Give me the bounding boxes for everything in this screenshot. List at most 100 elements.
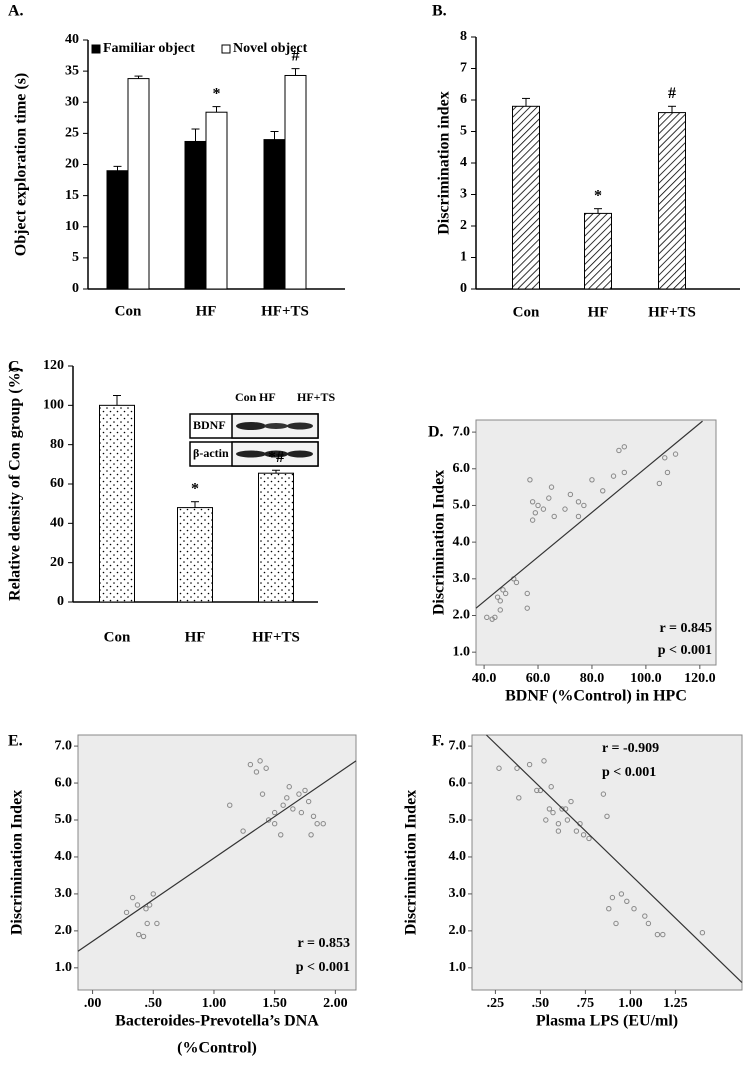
trend-line xyxy=(77,760,357,952)
y-tick-label: 3.0 xyxy=(55,886,73,901)
point xyxy=(559,806,565,812)
point xyxy=(586,835,592,842)
point xyxy=(497,607,503,613)
y-tick-label: 40 xyxy=(65,32,79,47)
legend-label: Novel object xyxy=(233,41,308,56)
point xyxy=(555,820,562,827)
bar xyxy=(284,74,307,290)
bar xyxy=(584,212,612,290)
bar xyxy=(258,472,294,603)
point xyxy=(227,802,233,808)
point xyxy=(609,894,616,901)
y-tick-label: 1 xyxy=(460,250,467,265)
point xyxy=(672,451,679,457)
point xyxy=(573,828,580,834)
point xyxy=(575,499,582,505)
point xyxy=(546,806,553,812)
y-tick-label: 5.0 xyxy=(453,498,471,513)
point xyxy=(305,798,312,805)
x-tick-label: 1.25 xyxy=(663,996,688,1011)
point xyxy=(253,769,260,775)
point xyxy=(604,813,610,820)
point xyxy=(654,931,661,938)
y-tick-label: 3.0 xyxy=(453,571,471,586)
point xyxy=(123,909,130,916)
y-tick-label: 2.0 xyxy=(449,923,467,938)
point xyxy=(621,469,628,476)
y-tick-label: 7.0 xyxy=(449,738,467,753)
point xyxy=(548,484,555,490)
y-tick-label: 15 xyxy=(65,188,79,203)
bar xyxy=(184,140,207,290)
point xyxy=(278,832,284,838)
plot-area xyxy=(475,419,717,666)
point xyxy=(581,502,587,509)
point xyxy=(540,506,547,512)
x-tick-label: 80.0 xyxy=(580,671,605,686)
point xyxy=(284,795,290,801)
x-tick-label: HF+TS xyxy=(648,304,696,320)
point xyxy=(616,447,622,454)
y-tick-label: 1.0 xyxy=(55,960,73,975)
point xyxy=(265,817,272,823)
annotation: p < 0.001 xyxy=(296,960,350,975)
point xyxy=(610,473,617,479)
x-tick-label: Con xyxy=(513,304,540,320)
y-tick-label: 7.0 xyxy=(55,738,73,753)
y-tick-label: 4 xyxy=(460,155,467,170)
panel-label: A. xyxy=(8,3,24,20)
point xyxy=(543,817,549,823)
annotation: r = -0.909 xyxy=(602,741,659,756)
bar xyxy=(99,404,135,603)
x-tick-label: HF xyxy=(185,629,206,645)
y-tick-label: 2.0 xyxy=(453,608,471,623)
x-axis-label: BDNF (%Control) in HPC xyxy=(505,688,687,705)
point xyxy=(645,920,652,927)
point xyxy=(624,898,630,905)
y-tick-label: 0 xyxy=(460,281,467,296)
point xyxy=(496,765,502,771)
annotation: r = 0.845 xyxy=(660,621,712,636)
y-tick-label: 5 xyxy=(460,124,467,139)
plot-area xyxy=(77,734,357,991)
bar xyxy=(658,112,686,290)
point xyxy=(524,605,530,611)
x-tick-label: .00 xyxy=(84,996,102,1011)
x-tick-label: 120.0 xyxy=(684,671,716,686)
point xyxy=(618,891,625,897)
plot-area xyxy=(471,734,743,991)
point xyxy=(600,488,606,494)
point xyxy=(290,806,296,812)
point xyxy=(298,809,305,816)
point xyxy=(562,506,568,512)
point xyxy=(484,614,490,621)
legend-swatch xyxy=(91,44,101,54)
y-tick-label: 0 xyxy=(57,594,64,609)
y-tick-label: 2 xyxy=(460,218,467,233)
bar xyxy=(205,111,228,290)
y-tick-label: 5.0 xyxy=(449,812,467,827)
y-axis-label: Discrimination Index xyxy=(431,470,448,615)
y-tick-label: 100 xyxy=(43,398,64,413)
blot-column-label: HF xyxy=(259,390,276,404)
point xyxy=(546,495,552,501)
point xyxy=(492,614,498,621)
y-axis-label: Discrimination Index xyxy=(9,790,26,935)
y-axis-label: Discrimination Index xyxy=(403,790,420,935)
y-tick-label: 25 xyxy=(65,126,79,141)
x-axis-label: (%Control) xyxy=(177,1040,257,1057)
y-tick-label: 10 xyxy=(65,219,79,234)
point xyxy=(514,765,520,771)
x-axis-label: Bacteroides-Prevotella’s DNA xyxy=(115,1013,319,1030)
annotation: * xyxy=(213,85,221,102)
x-tick-label: 40.0 xyxy=(472,671,497,686)
y-tick-label: 5.0 xyxy=(55,812,73,827)
point xyxy=(660,931,666,938)
point xyxy=(308,832,314,838)
point xyxy=(656,480,663,487)
point xyxy=(555,828,562,834)
point xyxy=(532,510,539,516)
point xyxy=(537,787,544,794)
